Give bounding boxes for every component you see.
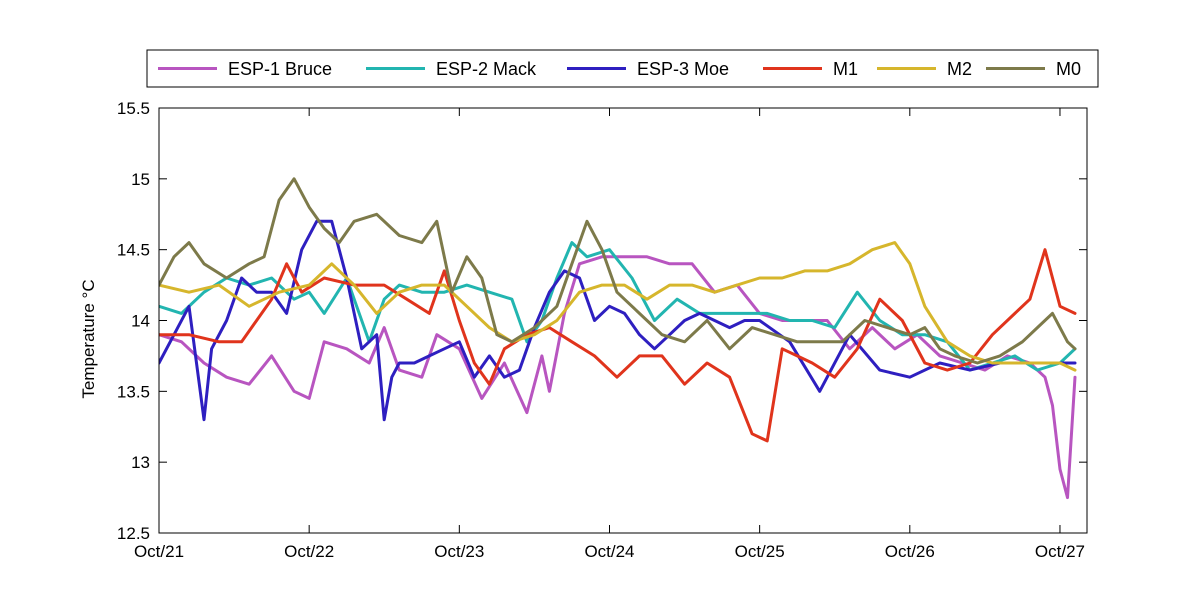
- legend-item: M2: [877, 59, 972, 79]
- x-tick-label: Oct/21: [134, 542, 184, 561]
- series-line-2: [159, 219, 1077, 422]
- legend-item: M1: [763, 59, 858, 79]
- series-line-1: [159, 241, 1077, 372]
- x-tick-label: Oct/23: [434, 542, 484, 561]
- legend-item: M0: [986, 59, 1081, 79]
- x-tick-label: Oct/22: [284, 542, 334, 561]
- legend: ESP-1 Bruce ESP-2 Mack ESP-3 Moe M1 M2 M0: [146, 49, 1099, 88]
- y-axis-title: Temperature °C: [79, 279, 98, 398]
- y-tick-label: 12.5: [117, 524, 150, 543]
- legend-label: M2: [947, 59, 972, 79]
- plot-frame: [158, 107, 1088, 534]
- legend-item: ESP-1 Bruce: [158, 59, 332, 79]
- series-line-5: [159, 177, 1077, 365]
- axes-layer: 12.5 13 13.5 14 14.5 15 15.5 Oct/21 Oct/22 Oct/23…: [117, 99, 1088, 561]
- legend-label: M1: [833, 59, 858, 79]
- legend-label: ESP-1 Bruce: [228, 59, 332, 79]
- y-tick-label: 15: [131, 170, 150, 189]
- series-line-4: [159, 241, 1077, 372]
- series-line-3: [159, 248, 1077, 443]
- legend-label: M0: [1056, 59, 1081, 79]
- x-tick-label: Oct/27: [1035, 542, 1085, 561]
- y-tick-label: 15.5: [117, 99, 150, 118]
- y-tick-label: 13.5: [117, 382, 150, 401]
- y-tick-label: 14: [131, 312, 150, 331]
- legend-label: ESP-2 Mack: [436, 59, 537, 79]
- legend-item: ESP-3 Moe: [567, 59, 729, 79]
- x-tick-label: Oct/24: [584, 542, 634, 561]
- y-tick-label: 13: [131, 453, 150, 472]
- y-tick-label: 14.5: [117, 241, 150, 260]
- legend-label: ESP-3 Moe: [637, 59, 729, 79]
- legend-item: ESP-2 Mack: [366, 59, 537, 79]
- x-tick-label: Oct/25: [735, 542, 785, 561]
- x-tick-label: Oct/26: [885, 542, 935, 561]
- series-layer: [159, 177, 1077, 500]
